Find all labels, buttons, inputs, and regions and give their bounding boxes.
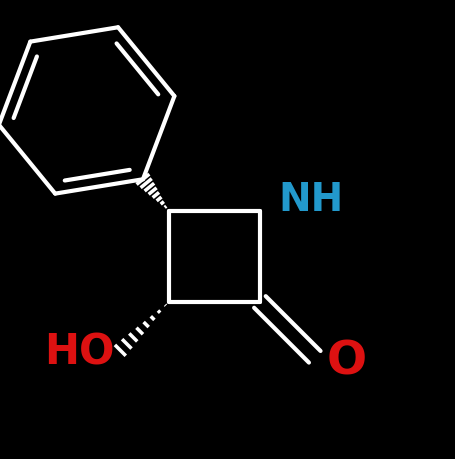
- Text: NH: NH: [278, 181, 343, 219]
- Text: HO: HO: [44, 330, 114, 372]
- Text: O: O: [325, 339, 365, 384]
